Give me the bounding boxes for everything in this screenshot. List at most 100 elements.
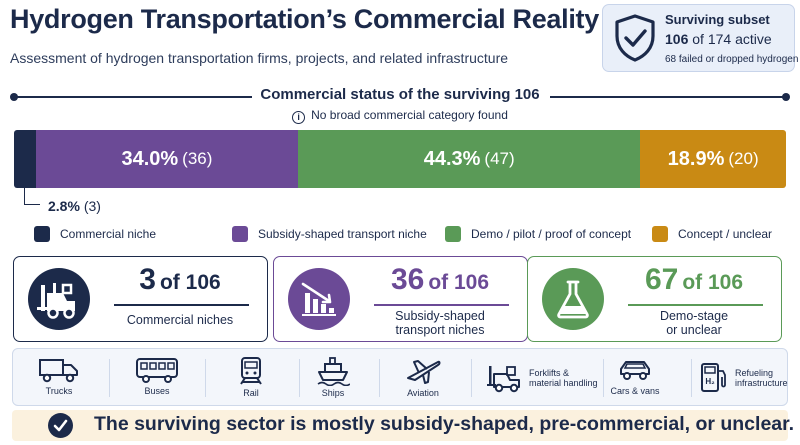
kpi-count: 3 (139, 263, 156, 296)
legend-swatch (34, 226, 50, 242)
kpi-demo-or-unclear: 67 of 106 Demo-stage or unclear (527, 256, 782, 342)
mode-divider (109, 359, 110, 397)
mode-label: Trucks (45, 386, 73, 396)
mode-label: Rail (243, 388, 259, 398)
mode-label-line1: Refueling (735, 368, 774, 378)
svg-text:H₂: H₂ (705, 377, 715, 386)
bar-segment-percent: 18.9% (667, 147, 725, 170)
kpi-rule (114, 304, 249, 306)
failed-note: 68 failed or dropped hydrogen (665, 54, 799, 65)
mode-label-line2: material handling (529, 378, 598, 388)
kpi-count: 67 (644, 263, 679, 296)
mode-rail: Rail (223, 349, 279, 407)
mode-forklifts: Forklifts & material handling (487, 349, 598, 407)
heading-dot-left (10, 93, 18, 101)
surviving-subset-card: Surviving subset 106 of 174 active 68 fa… (602, 4, 799, 72)
kpi-of: of 106 (428, 271, 490, 294)
bar-segment-demo-pilot: 44.3% (47) (298, 130, 641, 188)
mode-label-line1: Forklifts & (529, 368, 570, 378)
heading-rule-right (550, 96, 784, 98)
kpi-caption: Subsidy-shaped transport niches (360, 309, 520, 337)
mode-label: Ships (321, 388, 345, 398)
kpi-caption-line2: transport niches (395, 323, 485, 337)
info-icon: i (292, 111, 306, 124)
legend-swatch (445, 226, 461, 242)
airplane-icon (407, 360, 441, 384)
ship-icon (317, 357, 350, 386)
kpi-count: 36 (390, 263, 425, 296)
forklift-icon (37, 283, 75, 319)
mode-label: Aviation (407, 388, 439, 398)
kpi-rule (628, 304, 763, 306)
callout-leader-line (24, 188, 40, 205)
surviving-subset-label: Surviving subset (665, 12, 770, 27)
mode-label: Refueling infrastructure (735, 368, 788, 388)
mode-label: Buses (144, 386, 170, 396)
mode-ships: Ships (305, 349, 361, 407)
page-title: Hydrogen Transportation’s Commercial Rea… (10, 4, 599, 34)
conclusion-text: The surviving sector is mostly subsidy-s… (94, 413, 795, 435)
forklift-icon (487, 366, 520, 393)
bus-icon (136, 358, 178, 383)
train-icon (240, 357, 262, 385)
mode-label-line2: infrastructure (735, 378, 788, 388)
kpi-caption-line1: Subsidy-shaped (395, 309, 485, 323)
kpi-caption-line1: Demo-stage (659, 309, 729, 323)
section-heading-text: Commercial status of the surviving 106 (260, 86, 540, 103)
bar-segment-subsidy-shaped: 34.0% (36) (35, 130, 299, 188)
legend-label: Concept / unclear (678, 227, 773, 241)
kpi-caption-line2: or unclear (666, 323, 722, 337)
bar-segment-count: (47) (484, 149, 515, 168)
transport-modes-strip: Trucks Buses Rail (12, 348, 788, 406)
legend-label: Subsidy-shaped transport niche (258, 227, 427, 241)
section-heading: Commercial status of the surviving 106 (10, 86, 790, 106)
callout-count: (3) (83, 198, 101, 214)
truck-icon (39, 359, 78, 383)
kpi-of: of 106 (682, 271, 744, 294)
legend-swatch (652, 226, 668, 242)
legend-item-concept-unclear: Concept / unclear (652, 226, 772, 242)
hydrogen-pump-icon: H₂ (701, 363, 726, 392)
mode-cars-vans: Cars & vans (607, 349, 663, 407)
kpi-icon-circle (28, 268, 90, 330)
mode-buses: Buses (129, 349, 185, 407)
bar-segment-percent: 34.0% (121, 147, 179, 170)
bar-segment-count: (20) (728, 149, 759, 168)
kpi-of: of 106 (159, 271, 221, 294)
mode-aviation: Aviation (395, 349, 451, 407)
conclusion-banner: The surviving sector is mostly subsidy-s… (12, 410, 794, 441)
kpi-number: 3 of 106 (100, 263, 260, 297)
mode-label: Cars & vans (610, 386, 660, 396)
surviving-of-active: of 174 active (692, 31, 772, 47)
mode-trucks: Trucks (31, 349, 87, 407)
heading-dot-right (782, 93, 790, 101)
surviving-subset-value: 106 of 174 active (665, 31, 772, 47)
kpi-icon-circle (542, 268, 604, 330)
mode-divider (471, 359, 472, 397)
kpi-rule (374, 304, 509, 306)
legend-item-demo-pilot: Demo / pilot / proof of concept (445, 226, 631, 242)
mode-divider (603, 359, 604, 397)
heading-rule-left (16, 96, 252, 98)
mode-divider (379, 359, 380, 397)
kpi-commercial-niches: 3 of 106 Commercial niches (13, 256, 268, 342)
bar-segment-count: (36) (182, 149, 213, 168)
check-circle-icon (48, 413, 73, 438)
mode-divider (299, 359, 300, 397)
car-icon (620, 361, 650, 380)
bar-segment-commercial-niche (14, 130, 36, 188)
mode-refueling: H₂ Refueling infrastructure (699, 349, 788, 407)
legend-label: Demo / pilot / proof of concept (471, 227, 632, 241)
bar-segment-percent: 44.3% (423, 147, 481, 170)
kpi-icon-circle (288, 268, 350, 330)
legend-label: Commercial niche (60, 227, 157, 241)
flask-icon (557, 280, 589, 319)
legend-item-subsidy-shaped: Subsidy-shaped transport niche (232, 226, 427, 242)
mode-label: Forklifts & material handling (529, 368, 598, 388)
callout-pct: 2.8% (48, 198, 80, 214)
legend-item-commercial-niche: Commercial niche (34, 226, 156, 242)
commercial-status-bar: 34.0% (36) 44.3% (47) 18.9% (20) (14, 130, 786, 188)
mode-divider (205, 359, 206, 397)
callout-label: 2.8% (3) (48, 198, 101, 214)
shield-check-icon (615, 14, 655, 62)
